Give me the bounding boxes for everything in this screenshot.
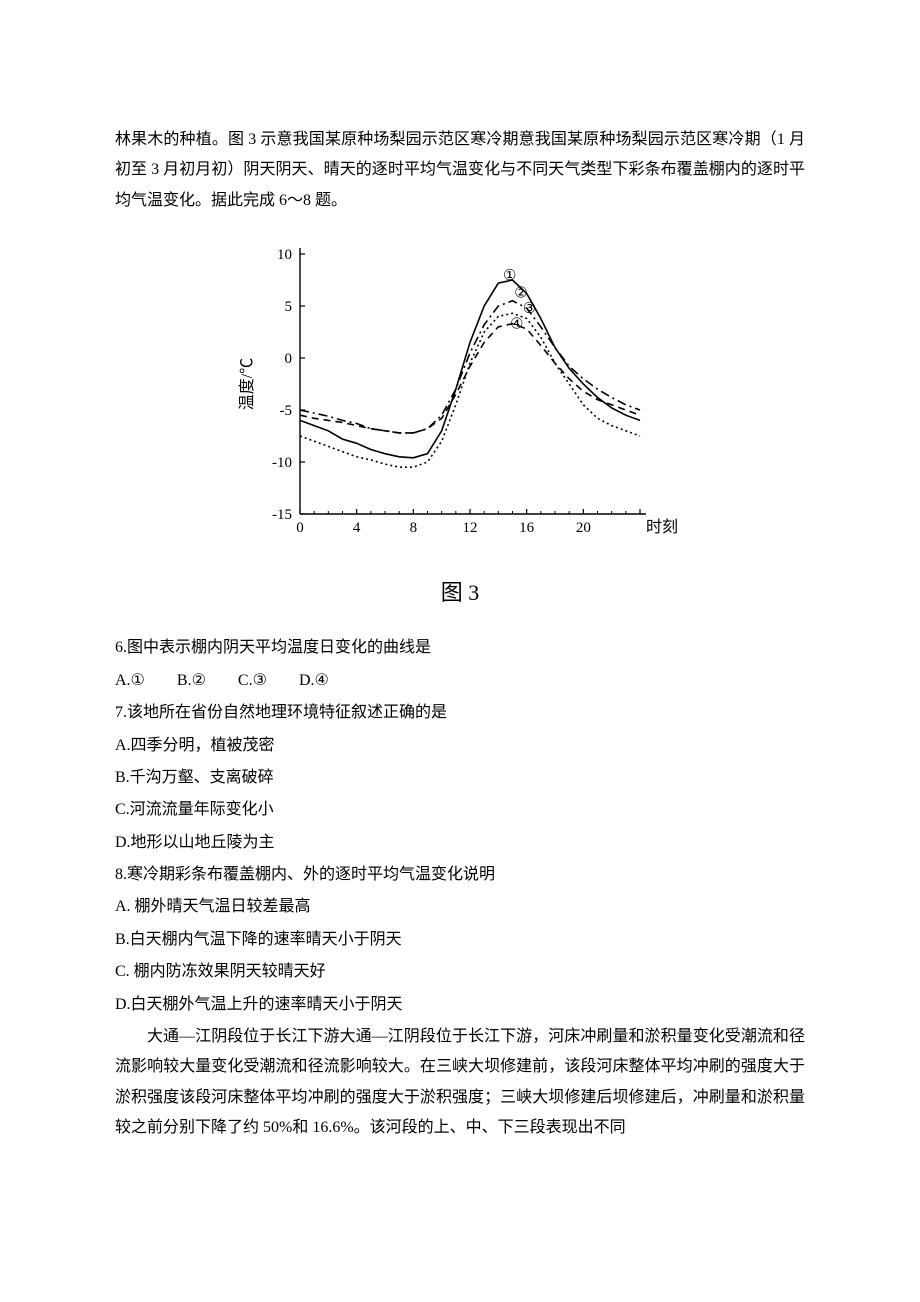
svg-text:0: 0	[296, 520, 304, 536]
svg-text:③: ③	[523, 301, 536, 317]
svg-text:16: 16	[519, 520, 535, 536]
question-6-stem: 6.图中表示棚内阴天平均温度日变化的曲线是	[115, 633, 805, 663]
line-chart-svg: 0 4 8 12 16 20 时刻 -15 -10 -5 0 5 10 温度/℃ ① ②③④	[230, 236, 690, 546]
chart-figure-3: 0 4 8 12 16 20 时刻 -15 -10 -5 0 5 10 温度/℃ ① ②③④	[115, 236, 805, 557]
q7-option-d: D.地形以山地丘陵为主	[115, 828, 805, 858]
q7-option-b: B.千沟万壑、支离破碎	[115, 763, 805, 793]
svg-text:①: ①	[503, 268, 516, 284]
svg-text:④: ④	[510, 317, 523, 333]
passage-2-paragraph: 大通—江阴段位于长江下游大通—江阴段位于长江下游，河床冲刷量和淤积量变化受潮流和…	[115, 1022, 805, 1144]
svg-text:-10: -10	[272, 455, 292, 471]
figure-caption: 图 3	[115, 572, 805, 614]
q7-option-a: A.四季分明，植被茂密	[115, 731, 805, 761]
q6-option-a: A.①	[115, 672, 145, 689]
svg-text:8: 8	[410, 520, 418, 536]
svg-text:20: 20	[576, 520, 591, 536]
q7-option-c: C.河流流量年际变化小	[115, 795, 805, 825]
svg-text:温度/℃: 温度/℃	[238, 358, 256, 410]
q8-option-b: B.白天棚内气温下降的速率晴天小于阴天	[115, 925, 805, 955]
q8-option-a: A. 棚外晴天气温日较差最高	[115, 892, 805, 922]
q6-option-d: D.④	[299, 672, 329, 689]
svg-text:5: 5	[285, 299, 293, 315]
question-6-options: A.① B.② C.③ D.④	[115, 666, 805, 696]
svg-text:-15: -15	[272, 507, 292, 523]
intro-paragraph: 林果木的种植。图 3 示意我国某原种场梨园示范区寒冷期意我国某原种场梨园示范区寒…	[115, 125, 805, 216]
q8-option-d: D.白天棚外气温上升的速率晴天小于阴天	[115, 990, 805, 1020]
svg-text:4: 4	[353, 520, 361, 536]
q8-option-c: C. 棚内防冻效果阴天较晴天好	[115, 957, 805, 987]
q6-option-c: C.③	[238, 672, 267, 689]
question-8-stem: 8.寒冷期彩条布覆盖棚内、外的逐时平均气温变化说明	[115, 860, 805, 890]
svg-text:②: ②	[514, 286, 527, 302]
svg-text:10: 10	[277, 247, 292, 263]
svg-text:-5: -5	[280, 403, 293, 419]
svg-text:12: 12	[463, 520, 478, 536]
svg-text:时刻: 时刻	[646, 518, 678, 536]
q6-option-b: B.②	[177, 672, 206, 689]
question-7-stem: 7.该地所在省份自然地理环境特征叙述正确的是	[115, 698, 805, 728]
svg-text:0: 0	[285, 351, 293, 367]
